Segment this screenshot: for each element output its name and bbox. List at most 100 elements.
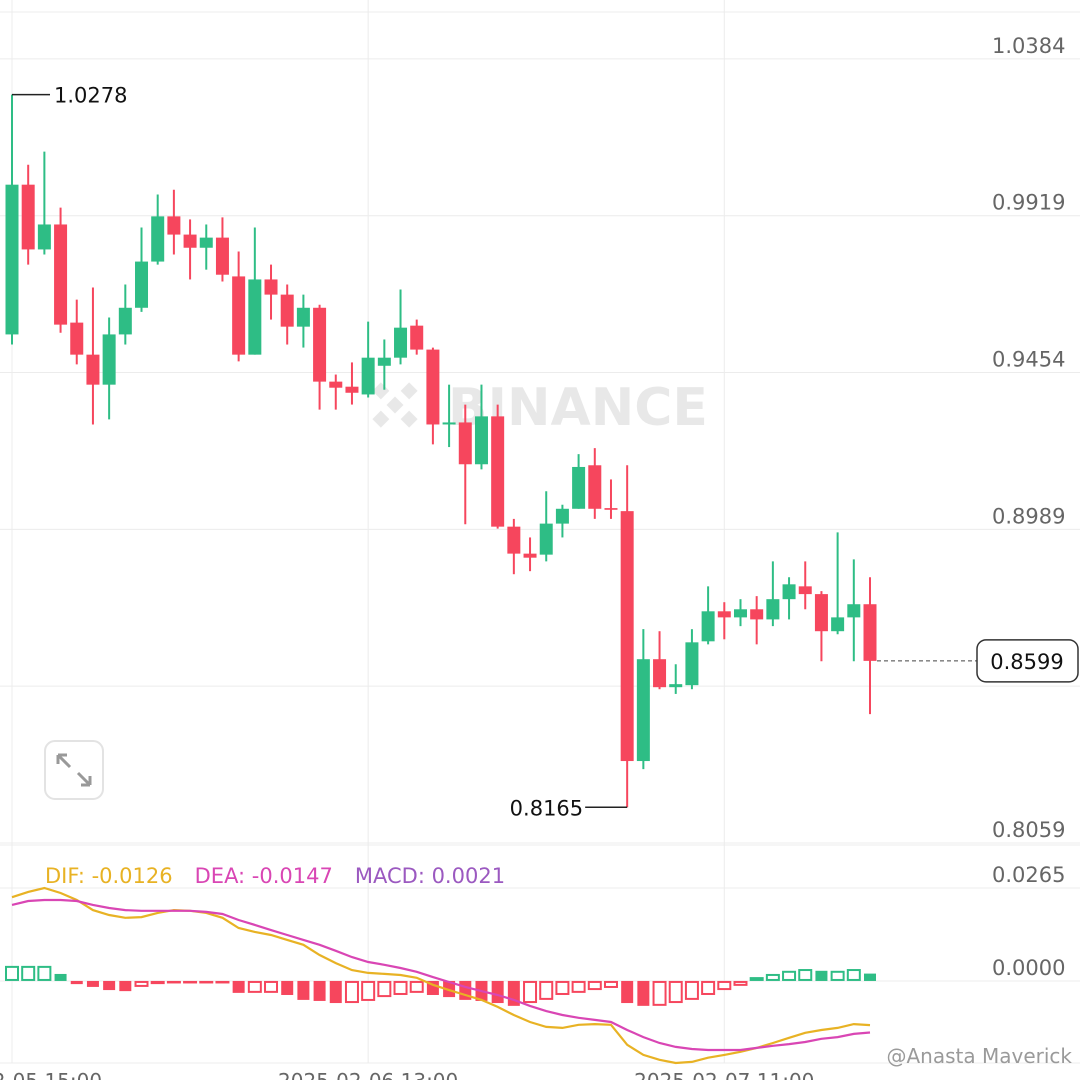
- candle-body: [701, 611, 715, 642]
- candle-body: [717, 611, 731, 618]
- candle-body: [37, 224, 51, 250]
- histogram-bar: [864, 973, 876, 981]
- histogram-bar: [119, 980, 132, 992]
- y-tick-label: 0.0265: [992, 863, 1065, 887]
- watermark: BINANCE: [372, 378, 708, 438]
- histogram-bar: [232, 980, 245, 993]
- histogram-bar: [637, 980, 650, 1006]
- legend-entry: MACD: 0.0021: [355, 864, 505, 888]
- expand-button[interactable]: [44, 740, 104, 800]
- candle-body: [361, 357, 375, 395]
- candle-body: [863, 604, 877, 661]
- histogram-bar: [21, 965, 36, 981]
- x-tick-label: 2025-02-06 13:00: [278, 1069, 458, 1080]
- histogram-bar: [329, 980, 342, 1004]
- credit: @Anasta Maverick: [887, 1044, 1073, 1068]
- candle-body: [215, 237, 229, 275]
- histogram-bar: [749, 977, 764, 981]
- histogram-bar: [150, 980, 165, 985]
- histogram-bar: [264, 980, 279, 993]
- candle-body: [539, 523, 553, 555]
- histogram-bar: [846, 969, 861, 981]
- indicator-line: [11, 898, 871, 1052]
- x-tick-label: 2025-02-05 15:00: [0, 1069, 102, 1080]
- candle-body: [199, 237, 213, 248]
- histogram-bar: [815, 970, 828, 981]
- candle-body: [814, 594, 828, 632]
- histogram-bar: [247, 980, 262, 993]
- candle-body: [474, 416, 488, 465]
- y-tick-label: 0.9454: [992, 348, 1065, 372]
- histogram-bar: [313, 980, 326, 1001]
- histogram-bar: [603, 980, 618, 988]
- candle-body: [264, 279, 278, 295]
- histogram-bar: [361, 980, 376, 1001]
- histogram-bar: [765, 973, 780, 981]
- candle-body: [636, 659, 650, 762]
- candle-body: [151, 216, 165, 262]
- candle-body: [21, 184, 35, 250]
- histogram-bar: [621, 980, 634, 1004]
- histogram-bar: [297, 980, 310, 1000]
- legend-entry: DIF: -0.0126: [45, 864, 173, 888]
- candle-body: [280, 294, 294, 327]
- candle-body: [669, 684, 683, 688]
- histogram-bar: [103, 980, 116, 991]
- candle-body: [523, 553, 537, 558]
- candle-body: [394, 327, 408, 358]
- candle-body: [167, 216, 181, 235]
- histogram-bar: [555, 980, 570, 995]
- histogram-bar: [798, 969, 813, 981]
- histogram-bar: [491, 980, 504, 1004]
- candle-body: [313, 307, 327, 382]
- candle-body: [248, 279, 262, 355]
- y-tick-label: 0.9919: [992, 191, 1065, 215]
- candle-body: [86, 354, 100, 385]
- candle-body: [232, 276, 246, 355]
- histogram-bar: [587, 980, 602, 991]
- x-tick-label: 2025-02-07 11:00: [634, 1069, 814, 1080]
- histogram-bar: [86, 980, 99, 987]
- candle-body: [5, 184, 19, 335]
- candle-body: [588, 465, 602, 509]
- indicator-line: [11, 886, 871, 1065]
- candle-body: [620, 511, 634, 762]
- candle-body: [685, 642, 699, 686]
- candle-body: [507, 526, 521, 554]
- histogram-bar: [281, 980, 294, 995]
- price-box: [976, 639, 1079, 683]
- histogram-bar: [5, 965, 19, 981]
- candle-body: [653, 659, 667, 688]
- candle-body: [102, 334, 116, 385]
- candle-body: [296, 307, 310, 327]
- candle-body: [54, 224, 68, 325]
- candle-body: [831, 617, 845, 632]
- histogram-bar: [215, 980, 230, 984]
- candle-body: [604, 508, 618, 510]
- histogram-bar: [37, 965, 52, 981]
- histogram-bar: [782, 970, 797, 981]
- histogram-bar: [830, 970, 845, 981]
- histogram-bar: [717, 980, 732, 991]
- histogram-bar: [166, 980, 181, 984]
- histogram-bar: [70, 980, 83, 985]
- candle-body: [733, 609, 747, 618]
- candle-body: [329, 381, 343, 388]
- histogram-bar: [701, 980, 716, 995]
- histogram-bar: [54, 973, 67, 981]
- candle-body: [750, 609, 764, 620]
- candle-body: [847, 604, 861, 618]
- candle-body: [118, 307, 132, 335]
- histogram-bar: [134, 980, 149, 987]
- histogram-bar: [652, 980, 667, 1006]
- histogram-bar: [183, 980, 198, 984]
- high-label: 1.0278: [54, 84, 127, 108]
- histogram-bar: [539, 980, 554, 1000]
- price-label: 0.8599: [990, 650, 1063, 674]
- histogram-bar: [733, 980, 748, 986]
- histogram-bar: [684, 980, 699, 1000]
- histogram-bar: [409, 980, 424, 993]
- y-tick-label: 0.0000: [992, 956, 1065, 980]
